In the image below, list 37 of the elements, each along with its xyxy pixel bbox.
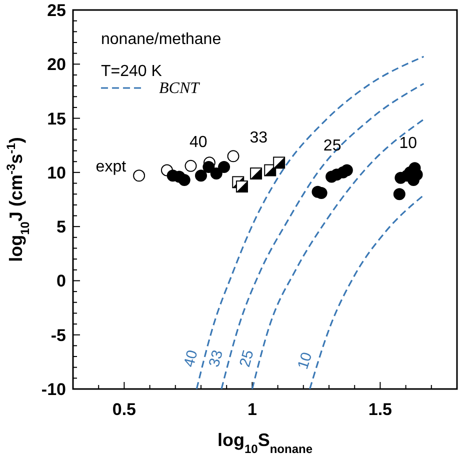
y-tick-label: -5 [50, 326, 66, 345]
point [184, 160, 197, 172]
x-tick-label: 0.5 [112, 400, 136, 419]
annotation: T=240 K [101, 63, 162, 80]
y-tick-label: 20 [47, 55, 66, 74]
y-tick-label: 10 [47, 163, 66, 182]
line-series [309, 194, 425, 389]
annotation: 40 [180, 348, 202, 369]
y-tick-label: 0 [56, 272, 66, 291]
point [218, 161, 230, 174]
annotation: 33 [250, 130, 268, 147]
y-tick-label: -10 [41, 380, 66, 399]
y-tick-label: 5 [56, 218, 66, 237]
x-tick-label: 1.5 [368, 400, 392, 419]
point [195, 170, 207, 182]
x-tick-label: 1 [247, 400, 257, 419]
legend-label: BCNT [159, 80, 200, 97]
line-series [220, 82, 425, 389]
point [202, 161, 215, 174]
annotation: 10 [294, 350, 316, 372]
point [227, 150, 240, 162]
annotation: 25 [236, 348, 258, 369]
annotation: 25 [323, 137, 342, 154]
annotation: expt [96, 158, 127, 176]
annotation: 33 [206, 348, 227, 369]
y-tick-label: 15 [47, 109, 66, 128]
x-axis-title: log$_{10}$S$_{nonane}$ [217, 430, 313, 456]
y-tick-label: 25 [47, 1, 66, 20]
point [133, 170, 146, 182]
point [178, 174, 190, 186]
annotation: 10 [399, 135, 418, 152]
point [340, 164, 353, 176]
annotation: 40 [190, 134, 208, 152]
line-series [251, 118, 425, 389]
point [210, 168, 222, 180]
point [393, 188, 406, 200]
annotation: nonane/methane [101, 31, 222, 48]
